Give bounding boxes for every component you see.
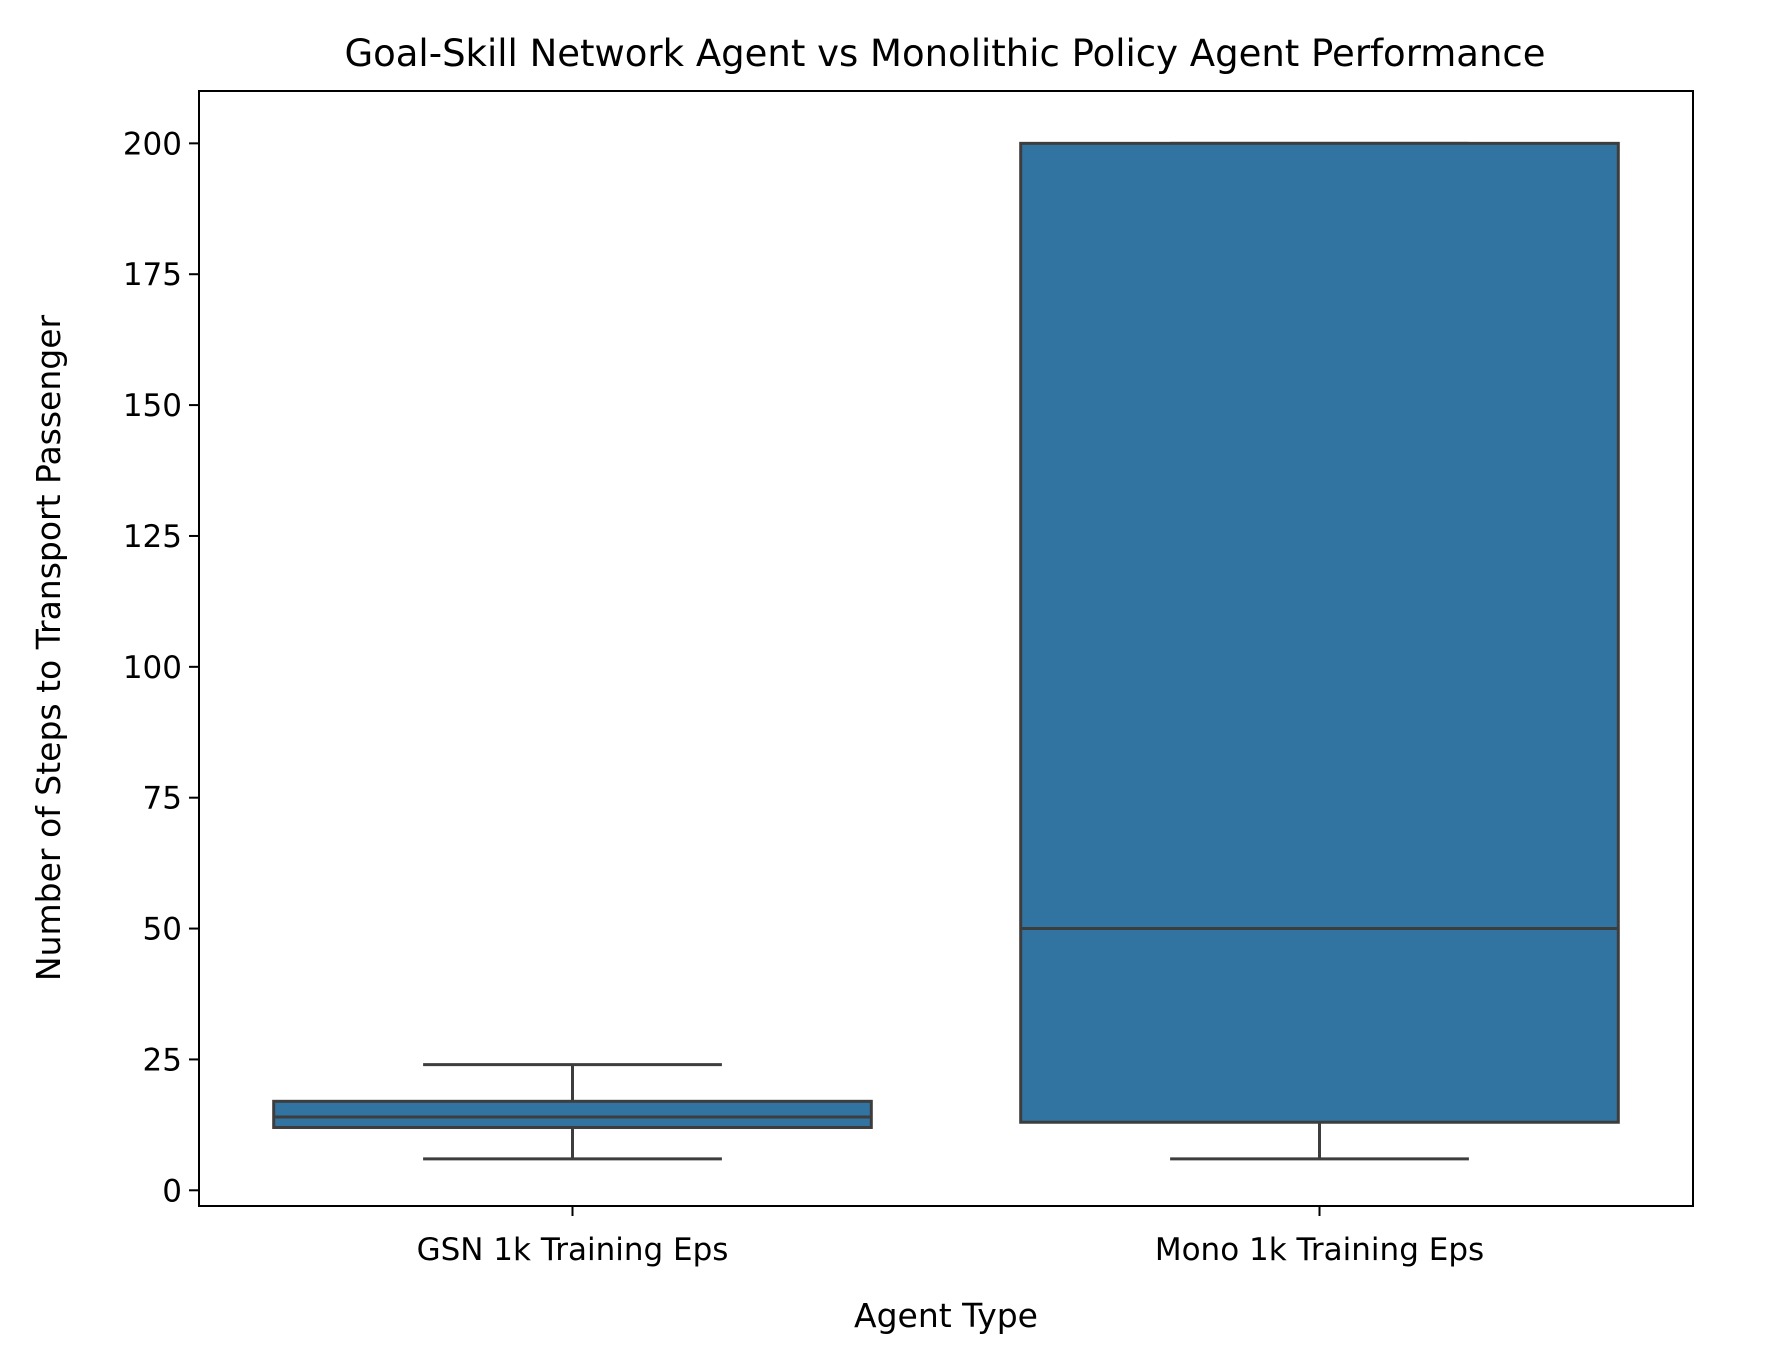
x-tick-label: Mono 1k Training Eps (1155, 1232, 1484, 1268)
y-tick-label: 50 (143, 912, 182, 948)
x-axis-ticks: GSN 1k Training Eps Mono 1k Training Eps (417, 1206, 1484, 1268)
y-tick-label: 125 (123, 519, 182, 555)
y-axis-label: Number of Steps to Transport Passenger (29, 314, 68, 981)
box-iqr (272, 1099, 873, 1129)
y-tick-label: 175 (123, 257, 182, 293)
y-tick-label: 0 (162, 1173, 182, 1209)
x-axis-label: Agent Type (854, 1296, 1038, 1335)
y-tick-label: 25 (143, 1042, 182, 1078)
y-tick-label: 200 (123, 126, 182, 162)
boxes-group (272, 141, 1620, 1161)
plot-area-frame (198, 90, 1694, 1207)
box-iqr (1019, 141, 1620, 1124)
y-tick-label: 150 (123, 388, 182, 424)
y-tick-label: 100 (123, 650, 182, 686)
y-axis-ticks: 0 25 50 75 100 125 150 175 200 (123, 126, 199, 1209)
x-tick-label: GSN 1k Training Eps (417, 1232, 729, 1268)
y-tick-label: 75 (143, 781, 182, 817)
chart-title: Goal-Skill Network Agent vs Monolithic P… (344, 32, 1545, 75)
